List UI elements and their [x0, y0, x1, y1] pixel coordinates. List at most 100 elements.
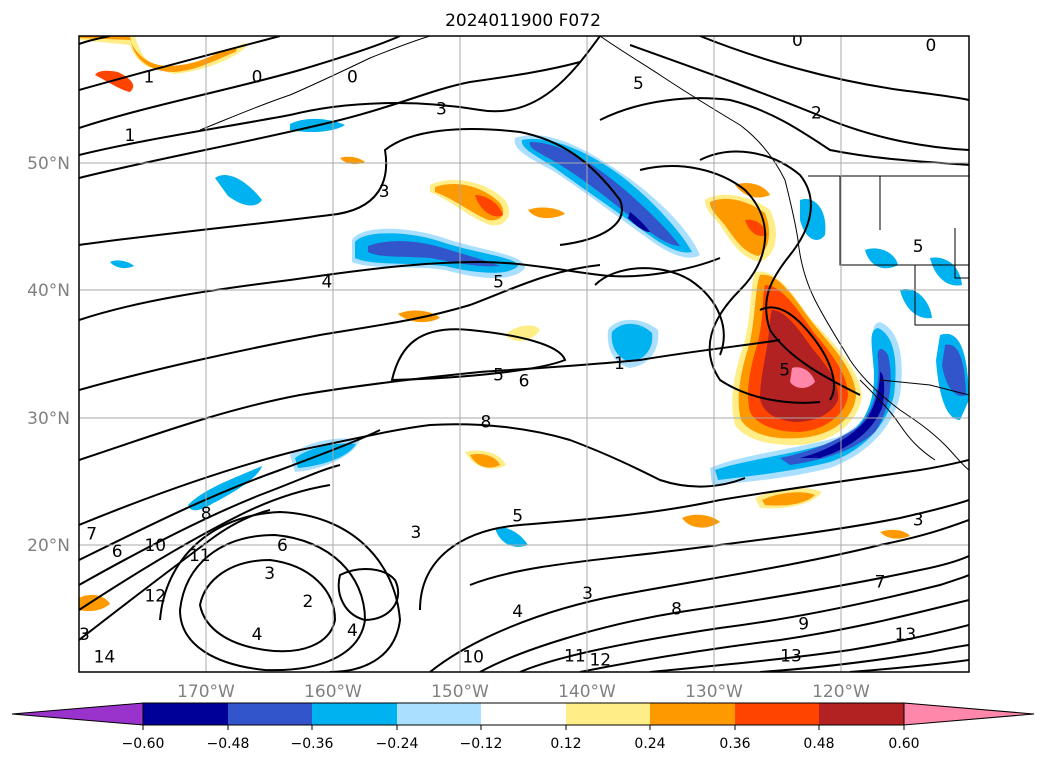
contour [599, 97, 969, 166]
contour-label: 12 [144, 587, 166, 607]
colorbar-tick-label: −0.12 [460, 736, 503, 752]
contour-label: 10 [462, 648, 484, 668]
contour [699, 150, 861, 396]
contour-label: 5 [913, 237, 924, 257]
contour-label: 7 [86, 524, 97, 544]
state-line [839, 176, 969, 266]
anomaly-patch [780, 348, 891, 465]
contour [79, 36, 401, 129]
colorbar-tick-label: −0.48 [207, 736, 250, 752]
contour [159, 510, 402, 672]
lat-tick-label: 50°N [27, 154, 70, 174]
anomaly-patch [368, 241, 500, 267]
lat-tick-label: 30°N [27, 409, 70, 429]
anomaly-patch [528, 207, 565, 219]
contour [198, 558, 337, 653]
contour-label: 2 [302, 592, 313, 612]
colorbar-segment [312, 703, 397, 725]
colorbar-segment [650, 703, 735, 725]
contour-label: 0 [792, 31, 803, 51]
contour [429, 519, 969, 672]
contour [390, 328, 567, 382]
contour-label: 6 [112, 542, 123, 562]
contour-label: 13 [895, 625, 917, 645]
contour-label: 1 [144, 68, 155, 88]
colorbar-segment [566, 703, 650, 725]
colorbar-segment [143, 703, 228, 725]
coastline-baja [859, 379, 936, 461]
contour-label: 4 [347, 621, 358, 641]
contour [579, 599, 969, 672]
anomaly-patch [295, 443, 356, 468]
contour-label: 8 [201, 504, 212, 524]
contour [79, 509, 271, 641]
contour-label: 10 [144, 536, 166, 556]
contour-label: 4 [512, 602, 523, 622]
anomaly-patch [745, 219, 767, 237]
anomaly-patch [340, 156, 365, 165]
contour-label: 3 [582, 584, 593, 604]
border-us-mexico [879, 379, 969, 396]
colorbar-tick-label: 0.60 [888, 736, 919, 752]
colorbar-frame [142, 702, 905, 726]
anomaly-patch [710, 198, 770, 256]
contour-label: 1 [614, 354, 625, 374]
anomaly-patch [611, 323, 653, 362]
contour-label: 3 [913, 510, 924, 530]
anomaly-patch [865, 248, 898, 269]
anomaly-patch [628, 212, 650, 232]
colorbar-segment [228, 703, 312, 725]
contour-label: 11 [564, 646, 586, 666]
anomaly-patch [800, 372, 885, 458]
contour-label: 0 [347, 68, 358, 88]
anomaly-patch [942, 344, 966, 396]
contour-label: 6 [277, 536, 288, 556]
colorbar-segment [397, 703, 481, 725]
contour-label: 13 [68, 625, 90, 645]
anomaly-patch [79, 36, 237, 72]
contour-label: 6 [519, 372, 530, 392]
map-frame [78, 35, 970, 673]
shaded-field [79, 36, 969, 612]
contour [79, 128, 623, 246]
anomaly-patch [760, 310, 839, 422]
contour-label: 0 [925, 36, 936, 56]
lat-tick-label: 20°N [27, 536, 70, 556]
lon-tick-label: 130°W [685, 682, 743, 702]
lon-tick-label: 160°W [304, 682, 362, 702]
contour-label: 5 [633, 74, 644, 94]
gridlines [79, 36, 969, 672]
anomaly-patch [900, 289, 932, 319]
contour [79, 257, 721, 321]
contour [594, 267, 725, 356]
contour-label: 5 [779, 360, 790, 380]
contour-label: 0 [252, 68, 263, 88]
contour [79, 36, 601, 156]
contour [79, 61, 581, 179]
lon-tick-label: 170°W [177, 682, 235, 702]
contour-label: 3 [264, 564, 275, 584]
anomaly-patch [529, 142, 680, 246]
colorbar-segment [735, 703, 819, 725]
anomaly-patch [470, 454, 500, 468]
colorbar-tick-label: −0.24 [376, 736, 419, 752]
contour [79, 339, 781, 461]
colorbar-tick-label: −0.36 [291, 736, 334, 752]
contour-label: 3 [436, 100, 447, 120]
anomaly-patch [762, 492, 815, 506]
anomaly-patch [790, 367, 815, 388]
contour [79, 429, 381, 561]
anomaly-patch [735, 183, 770, 198]
coastline-panhandle [599, 36, 969, 471]
colorbar-tick-label: −0.60 [122, 736, 165, 752]
contour [629, 44, 969, 151]
contour-label: 9 [798, 615, 809, 635]
lon-axis: 170°W 160°W 150°W 140°W 130°W 120°W [177, 682, 870, 702]
contour [479, 555, 969, 672]
contour-label: 11 [189, 546, 211, 566]
contour [759, 306, 835, 401]
contour [469, 499, 969, 586]
contour [79, 264, 601, 391]
